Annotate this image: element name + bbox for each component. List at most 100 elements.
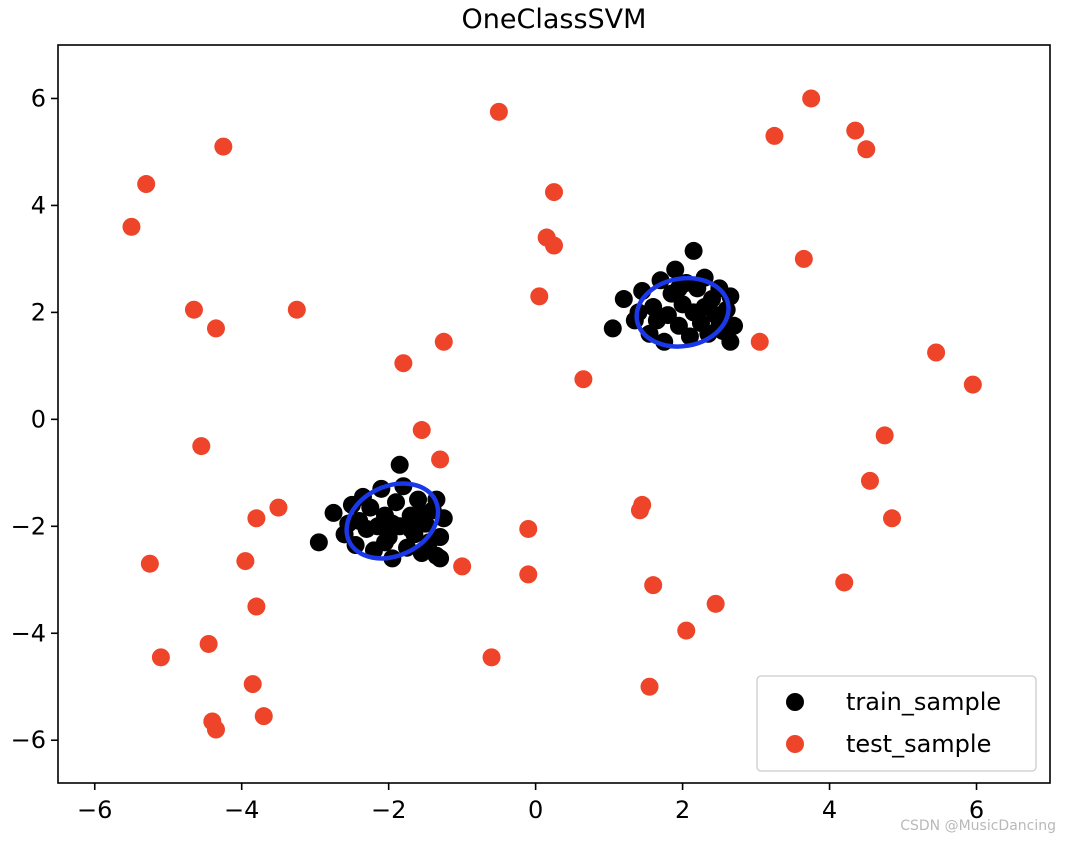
legend-label-train: train_sample xyxy=(846,688,1001,716)
x-tick-label: 6 xyxy=(969,796,984,824)
x-axis: −6 −4 −2 0 2 4 6 xyxy=(77,783,984,824)
train-point xyxy=(614,290,633,309)
x-tick-label: 4 xyxy=(822,796,837,824)
train-point xyxy=(431,549,450,568)
y-tick-label: −2 xyxy=(11,512,46,540)
decision-boundaries xyxy=(344,276,731,561)
y-tick-label: 6 xyxy=(31,84,46,112)
test-point xyxy=(214,137,233,156)
y-tick-label: 2 xyxy=(31,298,46,326)
x-tick-label: 2 xyxy=(675,796,690,824)
train-point xyxy=(387,493,406,512)
train-point xyxy=(647,311,666,330)
test-point xyxy=(247,597,266,616)
test-point xyxy=(677,621,696,640)
train-point xyxy=(695,298,714,317)
y-tick-label: −4 xyxy=(11,619,46,647)
decision-boundary xyxy=(634,276,731,349)
y-tick-label: 0 xyxy=(31,405,46,433)
test-point xyxy=(846,121,865,140)
train-points xyxy=(309,241,744,568)
train-point xyxy=(431,528,450,546)
test-points xyxy=(122,89,982,739)
test-point xyxy=(206,319,225,338)
test-point xyxy=(530,287,549,306)
test-point xyxy=(206,720,225,739)
test-point xyxy=(254,707,273,726)
legend-marker-test xyxy=(786,735,804,753)
test-point xyxy=(765,126,784,145)
plot-frame xyxy=(57,44,1051,784)
train-point xyxy=(680,327,699,346)
legend-box xyxy=(756,675,1037,772)
train-point xyxy=(721,332,740,351)
train-point xyxy=(375,533,394,552)
train-point xyxy=(603,319,622,338)
test-point xyxy=(545,183,563,202)
y-tick-label: 4 xyxy=(31,191,46,219)
test-point xyxy=(706,594,725,613)
test-point xyxy=(794,249,813,268)
train-point xyxy=(684,241,703,260)
test-point xyxy=(247,509,266,528)
test-point xyxy=(519,565,538,584)
test-point xyxy=(875,426,894,445)
y-tick-label: −6 xyxy=(11,726,46,754)
test-point xyxy=(236,552,255,571)
chart-title: OneClassSVM xyxy=(462,4,647,35)
test-point xyxy=(927,343,946,362)
train-point xyxy=(368,517,387,536)
test-point xyxy=(883,509,902,528)
legend-label-test: test_sample xyxy=(846,730,991,758)
test-point xyxy=(750,332,769,351)
train-point xyxy=(361,498,380,517)
test-point xyxy=(860,471,879,490)
test-point xyxy=(630,501,649,520)
test-point xyxy=(192,437,211,456)
test-point xyxy=(140,554,159,573)
test-point xyxy=(519,519,538,538)
test-point xyxy=(431,450,450,469)
x-tick-label: −4 xyxy=(224,796,259,824)
y-axis: −6 −4 −2 0 2 4 6 xyxy=(11,84,58,754)
train-point xyxy=(640,324,659,343)
test-point xyxy=(453,557,472,576)
train-point xyxy=(324,503,343,522)
test-point xyxy=(574,370,593,389)
test-point xyxy=(269,498,288,517)
test-point xyxy=(394,354,413,373)
test-point xyxy=(287,300,306,319)
test-point xyxy=(137,175,156,194)
test-point xyxy=(963,375,982,394)
watermark: CSDN @MusicDancing xyxy=(900,818,1056,834)
train-point xyxy=(669,279,688,298)
train-point xyxy=(390,455,409,474)
test-point xyxy=(482,648,501,667)
test-point xyxy=(644,576,663,595)
x-tick-label: −2 xyxy=(371,796,406,824)
test-point xyxy=(640,677,659,696)
test-point xyxy=(122,217,141,236)
decision-boundary xyxy=(344,481,441,561)
test-point xyxy=(802,89,821,108)
test-point xyxy=(184,300,203,319)
legend-marker-train xyxy=(786,693,804,711)
train-point xyxy=(401,519,420,538)
train-point xyxy=(666,260,685,279)
test-point xyxy=(412,421,431,440)
test-point xyxy=(489,102,508,121)
test-point xyxy=(835,573,854,592)
test-point xyxy=(434,332,453,351)
x-tick-label: −6 xyxy=(77,796,112,824)
test-point xyxy=(545,236,563,255)
test-point xyxy=(857,140,876,159)
train-point xyxy=(412,503,431,522)
train-point xyxy=(725,316,744,335)
test-point xyxy=(199,634,218,653)
legend: train_sample test_sample xyxy=(756,675,1037,772)
train-point xyxy=(383,514,402,533)
x-tick-label: 0 xyxy=(528,796,543,824)
test-point xyxy=(151,648,170,667)
train-point xyxy=(309,533,328,552)
